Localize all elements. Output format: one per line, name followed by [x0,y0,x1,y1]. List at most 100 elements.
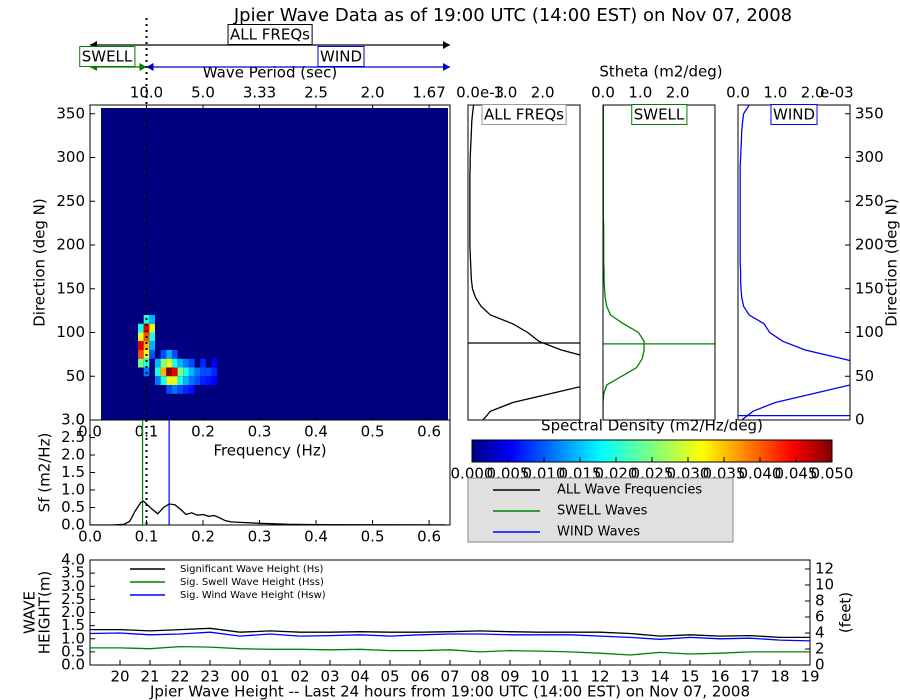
tick-label: 12 [815,559,834,577]
heatmap-cell [138,341,144,350]
heatmap-cell [138,323,144,333]
tick-label: 50 [855,367,874,385]
tick-label: 17 [740,668,759,686]
tick-label: 1.0 [61,629,85,647]
heatmap-cell [188,367,195,377]
y-axis-label: WAVE [21,591,39,634]
panel-title: SWELL [634,106,685,124]
heatmap-cell [138,350,144,359]
series-line [90,500,447,525]
heatmap-cell [166,385,172,394]
tick-label: 15 [680,668,699,686]
tick-label: 6 [815,607,825,625]
tick-label: 1.0 [628,84,652,102]
tick-label: 200 [56,236,85,254]
tick-label: 0.4 [304,423,328,441]
heatmap-cell [171,385,178,394]
tick-label: 200 [855,236,884,254]
x2-axis-label: Wave Period (sec) [203,64,337,82]
tick-label: 10.0 [130,84,163,102]
tick-label: 2.5 [304,84,328,102]
tick-label: 02 [290,668,309,686]
legend-label: SWELL Waves [557,504,648,519]
tick-label: 0.0 [591,84,615,102]
series-line [90,631,810,642]
tick-label: 0.2 [191,423,215,441]
tick-label: 5.0 [191,84,215,102]
heatmap-cell [138,332,144,342]
legend-label: Sig. Wind Wave Height (Hsw) [180,590,326,601]
tick-label: 18 [770,668,789,686]
heatmap-cell [160,358,167,368]
heatmap-cell [188,385,195,394]
tick-label: 14 [650,668,669,686]
tick-label: 1.5 [61,463,85,481]
plot-frame [737,104,851,421]
tick-label: 100 [855,323,884,341]
heatmap-cell [200,367,206,377]
tick-label: 3.0 [61,411,85,429]
heatmap-cell [188,358,195,368]
tick-label: 19 [800,668,819,686]
tick-label: 4 [815,623,825,641]
tick-label: 0.4 [304,528,328,546]
chart-title: Jpier Wave Data as of 19:00 UTC (14:00 E… [233,5,792,26]
heatmap-cell [171,367,178,377]
heatmap-cell [183,367,189,377]
heatmap-cell [194,376,201,385]
heatmap-cell [194,367,201,377]
heatmap-cell [149,341,155,350]
tick-label: 0.0 [61,656,85,674]
heatmap-cell [143,358,150,368]
heatmap-cell [166,350,172,359]
tick-label: 00 [230,668,249,686]
heatmap-cell [183,376,189,385]
heatmap-cell [154,358,161,368]
legend-label: WIND Waves [557,525,640,540]
tick-label: 250 [56,192,85,210]
heatmap-cell [171,350,178,359]
tick-label: 2.0 [61,446,85,464]
tick-label: 350 [855,104,884,122]
tick-label: 100 [56,323,85,341]
tick-label: 0.5 [361,423,385,441]
annotation-label: ALL FREQs [230,26,310,44]
tick-label: 0.5 [361,528,385,546]
colorbar-label: Spectral Density (m2/Hz/deg) [541,417,763,435]
label-box [631,104,688,125]
heatmap-cell [205,376,212,385]
heatmap-cell [143,367,150,377]
tick-label: 0 [815,656,825,674]
panel-title: WIND [773,106,815,124]
tick-label: 1.0 [61,481,85,499]
tick-label: 16 [710,668,729,686]
heatmap-cell [177,385,184,394]
tick-label: 05 [380,668,399,686]
heatmap-cell [149,315,155,324]
plot-frame [467,104,581,421]
tick-label: 13 [620,668,639,686]
tick-label: 09 [500,668,519,686]
annotation-label: WIND [320,48,362,66]
tick-label: 150 [56,279,85,297]
tick-label: 350 [56,104,85,122]
label-box [770,104,818,125]
annotation-label: SWELL [82,48,133,66]
heatmap-cell [211,367,218,377]
series-line [90,627,810,639]
heatmap-cell [177,358,184,368]
heatmap-cell [200,376,206,385]
tick-label: 06 [410,668,429,686]
label-box [317,46,365,67]
tick-label: 21 [140,668,159,686]
arrow-head [146,63,154,71]
tick-label: 04 [350,668,369,686]
heatmap-cell [205,367,212,377]
tick-label: 300 [56,148,85,166]
profile-line [469,105,580,420]
y2-axis-label: (feet) [837,592,855,633]
tick-label: 250 [855,192,884,210]
tick-label: 0.6 [417,423,441,441]
heatmap-cell [171,358,178,368]
tick-label: 12 [590,668,609,686]
